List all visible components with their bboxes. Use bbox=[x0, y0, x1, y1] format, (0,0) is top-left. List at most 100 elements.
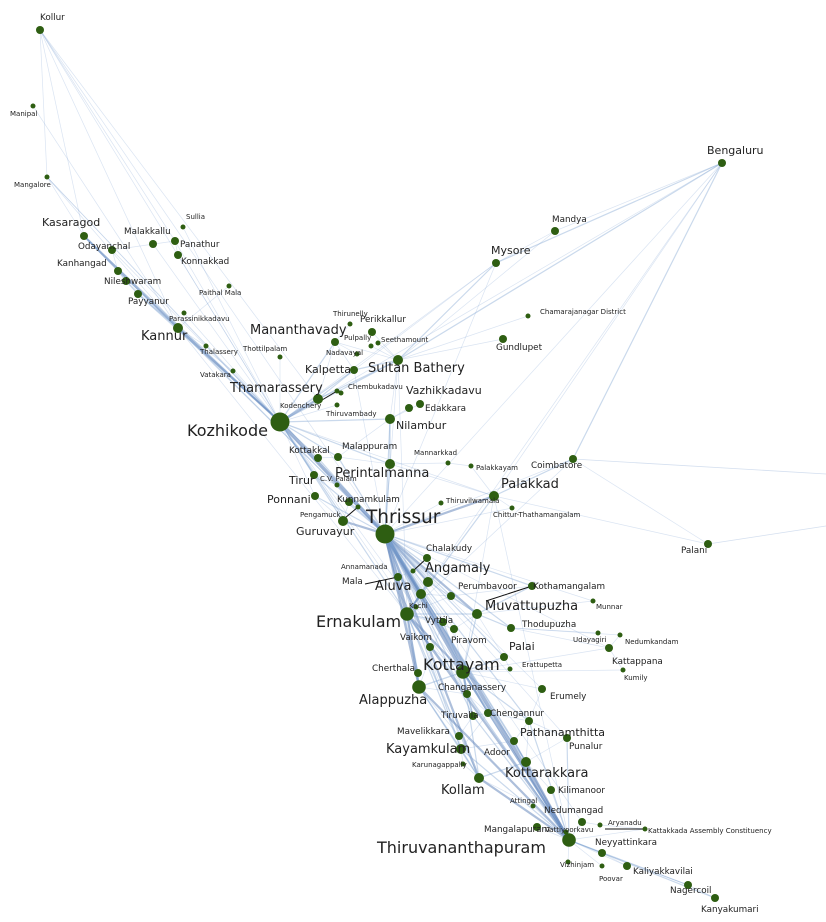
node-nedumangad[interactable] bbox=[578, 818, 586, 826]
node-angamaly[interactable] bbox=[423, 577, 433, 587]
node-vatakara[interactable] bbox=[230, 368, 236, 374]
node-edakkara[interactable] bbox=[405, 404, 413, 412]
node-thirunelly[interactable] bbox=[347, 321, 353, 327]
node-kollam[interactable] bbox=[474, 773, 484, 783]
node-kayamkulam[interactable] bbox=[456, 744, 466, 754]
node-thrissur[interactable] bbox=[375, 524, 395, 544]
node-munnar[interactable] bbox=[590, 598, 596, 604]
node-kozhikode[interactable] bbox=[270, 412, 290, 432]
node-attingal[interactable] bbox=[530, 803, 536, 809]
node-mavelikkara[interactable] bbox=[455, 732, 463, 740]
node-tiruvalla[interactable] bbox=[469, 712, 477, 720]
node-vyttila[interactable] bbox=[439, 618, 447, 626]
node-aryanadu[interactable] bbox=[597, 822, 603, 828]
node-perumbavoor[interactable] bbox=[447, 592, 455, 600]
node-annamanada[interactable] bbox=[410, 568, 416, 574]
node-thodupuzha[interactable] bbox=[507, 624, 515, 632]
node-gundlupet[interactable] bbox=[499, 335, 507, 343]
node-kasaragod[interactable] bbox=[80, 232, 88, 240]
node-mala[interactable] bbox=[394, 573, 402, 581]
node-mysore[interactable] bbox=[492, 259, 500, 267]
node-karunagappally[interactable] bbox=[460, 761, 466, 767]
node-perikkallur[interactable] bbox=[368, 328, 376, 336]
node-mangalapuram[interactable] bbox=[533, 823, 541, 831]
node-thottilpalam[interactable] bbox=[277, 354, 283, 360]
node-kannur[interactable] bbox=[173, 323, 183, 333]
node-kilimanoor[interactable] bbox=[547, 786, 555, 794]
node-kottayam[interactable] bbox=[456, 665, 470, 679]
node-palakkad[interactable] bbox=[489, 491, 499, 501]
node-erumely[interactable] bbox=[538, 685, 546, 693]
node-paithal[interactable] bbox=[226, 283, 232, 289]
node-kottakkal[interactable] bbox=[314, 454, 322, 462]
node-nagercoil[interactable] bbox=[684, 881, 692, 889]
node-vaikom[interactable] bbox=[426, 643, 434, 651]
node-kattakkada[interactable] bbox=[642, 826, 648, 832]
node-mandya[interactable] bbox=[551, 227, 559, 235]
node-thiruvananthapuram[interactable] bbox=[562, 833, 576, 847]
node-cvpalam[interactable] bbox=[334, 482, 340, 488]
node-aluva[interactable] bbox=[416, 589, 426, 599]
node-malappuram[interactable] bbox=[334, 453, 342, 461]
node-kaliyakkavilai[interactable] bbox=[623, 862, 631, 870]
node-vazhikkadavu[interactable] bbox=[416, 400, 424, 408]
node-kochi[interactable] bbox=[413, 604, 419, 610]
node-guruvayur[interactable] bbox=[338, 516, 348, 526]
node-panathur[interactable] bbox=[171, 237, 179, 245]
node-perintalmanna[interactable] bbox=[385, 459, 395, 469]
node-thiruvambady[interactable] bbox=[334, 402, 340, 408]
node-thiruvilwamala[interactable] bbox=[438, 500, 444, 506]
node-kumily[interactable] bbox=[620, 667, 626, 673]
node-palai[interactable] bbox=[500, 653, 508, 661]
node-kollur[interactable] bbox=[36, 26, 44, 34]
node-kalpetta[interactable] bbox=[350, 366, 358, 374]
node-kodenchery[interactable] bbox=[334, 388, 340, 394]
node-pulpally[interactable] bbox=[368, 343, 374, 349]
node-chembukadavu[interactable] bbox=[338, 390, 344, 396]
node-sullia[interactable] bbox=[180, 224, 186, 230]
node-alappuzha[interactable] bbox=[412, 680, 426, 694]
node-thalassery[interactable] bbox=[203, 343, 209, 349]
node-nadavayal[interactable] bbox=[354, 351, 360, 357]
node-changanassery[interactable] bbox=[463, 690, 471, 698]
node-chalakudy[interactable] bbox=[423, 554, 431, 562]
node-palakkayam[interactable] bbox=[468, 463, 474, 469]
node-kottarakkara[interactable] bbox=[521, 757, 531, 767]
node-ponnani[interactable] bbox=[311, 492, 319, 500]
node-vattiyoorkavu[interactable] bbox=[563, 829, 569, 835]
node-kanyakumari[interactable] bbox=[711, 894, 719, 902]
node-neyyattinkara[interactable] bbox=[598, 849, 606, 857]
node-punalur[interactable] bbox=[563, 734, 571, 742]
node-kunnamkulam[interactable] bbox=[345, 498, 353, 506]
node-ernakulam[interactable] bbox=[400, 607, 414, 621]
node-seethamount[interactable] bbox=[375, 340, 381, 346]
node-nilambur[interactable] bbox=[385, 414, 395, 424]
node-konnakkad[interactable] bbox=[174, 251, 182, 259]
node-odayanchal[interactable] bbox=[108, 246, 116, 254]
node-cherthala[interactable] bbox=[414, 669, 422, 677]
node-payyanur[interactable] bbox=[134, 290, 142, 298]
node-kothamangalam[interactable] bbox=[528, 582, 536, 590]
node-mananthavady[interactable] bbox=[331, 338, 339, 346]
node-chengannur[interactable] bbox=[484, 709, 492, 717]
node-poovar[interactable] bbox=[599, 863, 605, 869]
node-piravom[interactable] bbox=[450, 625, 458, 633]
node-erattupetta[interactable] bbox=[507, 666, 513, 672]
node-parassinikkadavu[interactable] bbox=[181, 310, 187, 316]
node-adoor[interactable] bbox=[510, 737, 518, 745]
node-muvattupuzha[interactable] bbox=[472, 609, 482, 619]
node-mannarkkad[interactable] bbox=[445, 460, 451, 466]
node-thamarassery[interactable] bbox=[313, 394, 323, 404]
node-sultanbathery[interactable] bbox=[393, 355, 403, 365]
node-nileshwaram[interactable] bbox=[122, 277, 130, 285]
node-pathanamthitta[interactable] bbox=[525, 717, 533, 725]
node-vizhinjam[interactable] bbox=[565, 859, 571, 865]
node-palani[interactable] bbox=[704, 540, 712, 548]
node-pengamuck[interactable] bbox=[355, 504, 361, 510]
node-malakkallu[interactable] bbox=[149, 240, 157, 248]
node-coimbatore[interactable] bbox=[569, 455, 577, 463]
node-kanhangad[interactable] bbox=[114, 267, 122, 275]
node-chamarajanagar[interactable] bbox=[525, 313, 531, 319]
node-mangalore[interactable] bbox=[44, 174, 50, 180]
node-nedumkandam[interactable] bbox=[617, 632, 623, 638]
